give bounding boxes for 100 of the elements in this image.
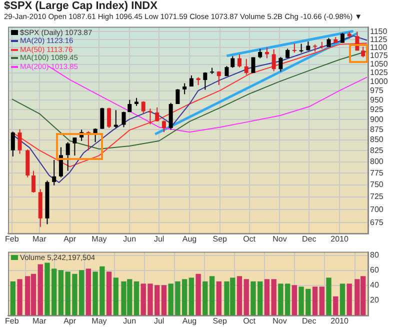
x-tick-label: Nov: [272, 316, 287, 326]
y-tick-label: 60: [370, 266, 380, 275]
bar: [202, 281, 208, 316]
candlestick: [155, 106, 160, 122]
y-tick-label: 875: [370, 124, 384, 134]
candlestick: [18, 128, 22, 154]
y-tick-label: 20: [370, 296, 380, 305]
x-tick-label: Jun: [123, 316, 136, 326]
y-tick-label: 800: [370, 156, 384, 166]
bar: [292, 285, 298, 316]
y-tick-label: 40: [370, 280, 380, 290]
candlestick: [122, 111, 126, 128]
bar: [188, 278, 194, 316]
y-tick-label: 1000: [370, 77, 388, 86]
y-tick-label: 900: [370, 114, 384, 124]
x-tick-label: Jul: [154, 234, 164, 244]
y-tick-label: 1100: [370, 42, 388, 52]
x-tick-label: Feb: [5, 234, 20, 244]
bar: [271, 279, 276, 316]
x-tick-label: Oct: [243, 316, 256, 326]
y-tick-label: 675: [370, 218, 384, 227]
x-tick-label: Feb: [5, 316, 20, 326]
bar: [106, 272, 112, 316]
bar: [209, 276, 215, 316]
candlestick: [216, 70, 221, 86]
y-tick-label: 1025: [370, 68, 388, 78]
candlestick: [292, 42, 296, 54]
x-tick-label: Jul: [154, 316, 164, 326]
x-tick-label: 2010: [330, 316, 349, 326]
bar: [244, 279, 249, 316]
x-tick-label: Sep: [212, 316, 228, 326]
y-tick-label: 750: [370, 180, 384, 190]
bar: [333, 296, 338, 316]
candlestick: [107, 107, 112, 129]
x-tick-label: Mar: [32, 316, 47, 326]
y-tick-label: 950: [370, 95, 384, 104]
candlestick: [32, 170, 36, 194]
bar: [161, 285, 167, 316]
y-tick-label: 80: [370, 250, 380, 260]
candlestick: [258, 48, 262, 59]
bar: [216, 281, 222, 316]
bar: [326, 278, 332, 316]
x-tick-label: 2010: [330, 234, 349, 244]
chart-title: $SPX (Large Cap Index) INDX: [4, 0, 158, 12]
x-tick-label: Dec: [302, 234, 316, 244]
x-tick-label: Aug: [182, 316, 197, 326]
bar: [319, 286, 324, 316]
candlestick: [114, 110, 118, 129]
bar: [113, 278, 118, 316]
candlestick: [162, 120, 166, 133]
x-tick-label: May: [92, 234, 107, 244]
x-tick-label: May: [92, 316, 107, 326]
x-tick-label: Apr: [64, 316, 76, 326]
bar: [86, 268, 92, 316]
y-tick-label: 1075: [370, 51, 388, 60]
candlestick: [244, 58, 248, 76]
candlestick: [230, 56, 235, 68]
candlestick: [58, 146, 63, 178]
candlestick: [176, 88, 180, 104]
y-tick-label: 775: [370, 168, 384, 178]
x-tick-label: Aug: [182, 234, 197, 244]
y-tick-label: 700: [370, 204, 384, 214]
bar: [17, 279, 22, 316]
y-tick-label: 925: [370, 104, 384, 114]
x-tick-label: Jun: [123, 234, 136, 244]
candlestick: [128, 99, 132, 113]
y-tick-label: 1050: [370, 60, 388, 69]
bar: [236, 276, 242, 316]
candlestick: [10, 131, 15, 157]
bar: [10, 281, 16, 316]
bar: [196, 274, 201, 316]
candlestick: [72, 137, 77, 156]
candlestick: [66, 142, 70, 172]
candlestick: [272, 48, 276, 72]
y-tick-label: 850: [370, 135, 384, 144]
bar: [38, 264, 43, 316]
candlestick: [182, 82, 187, 95]
candlestick: [340, 32, 344, 44]
bar: [312, 286, 318, 316]
x-tick-label: Apr: [64, 234, 76, 244]
x-tick-label: Dec: [302, 316, 316, 326]
x-tick-label: Mar: [32, 234, 47, 244]
candlestick: [361, 46, 366, 58]
y-tick-label: 725: [370, 192, 384, 202]
x-tick-label: Nov: [272, 234, 287, 244]
bar: [346, 284, 352, 316]
candlestick: [100, 107, 104, 130]
candlestick: [238, 54, 242, 68]
candlestick: [203, 72, 208, 90]
x-tick-label: Oct: [243, 234, 256, 244]
candlestick: [52, 159, 56, 186]
bar: [264, 279, 270, 316]
bar: [58, 270, 64, 316]
bar: [134, 281, 140, 316]
candlestick: [286, 48, 290, 58]
y-tick-label: 975: [370, 86, 384, 96]
x-tick-label: Sep: [212, 234, 228, 244]
candlestick: [251, 56, 256, 74]
bar: [340, 284, 346, 316]
y-tick-label: 825: [370, 146, 384, 155]
